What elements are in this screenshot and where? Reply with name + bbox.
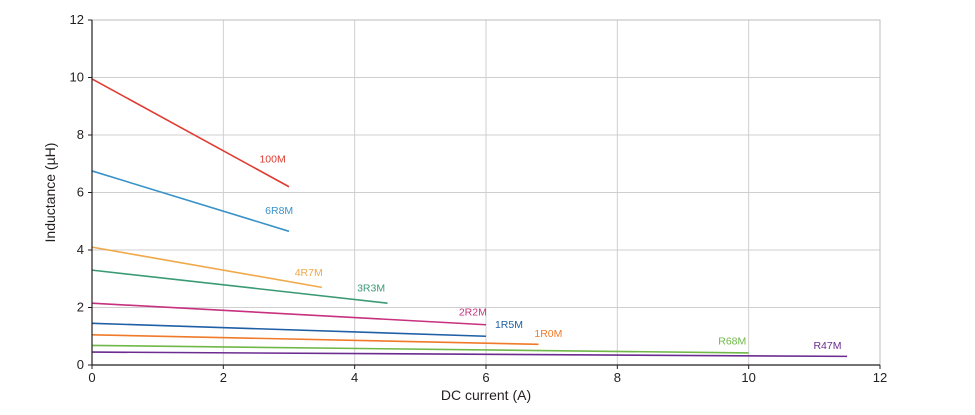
axes: [88, 19, 881, 369]
series-label-r47m: R47M: [813, 340, 841, 352]
series-labels: 100M 6R8M 4R7M 3R3M 2R2M 1R5M 1R0M R68M R47M: [259, 153, 841, 352]
series-label-2r2m: 2R2M: [459, 307, 487, 319]
y-tick-label: 8: [77, 127, 84, 142]
tick-labels: 0 2 4 6 8 10 12 0 2 4 6 8 10 12: [70, 12, 888, 385]
y-tick-label: 12: [70, 12, 84, 27]
y-tick-label: 2: [77, 300, 84, 315]
series-line-3r3m: [91, 269, 388, 304]
x-axis-title: DC current (A): [441, 387, 531, 403]
series-line-100m: [91, 78, 290, 188]
y-axis-title: Inductance (µH): [42, 143, 58, 243]
x-tick-label: 8: [614, 370, 621, 385]
series-line-1r0m: [91, 334, 539, 346]
x-tick-label: 12: [873, 370, 887, 385]
series-line-4r7m: [91, 246, 322, 289]
series-label-1r0m: 1R0M: [534, 328, 562, 340]
x-tick-label: 2: [220, 370, 227, 385]
series-label-100m: 100M: [259, 153, 285, 165]
x-tick-label: 10: [741, 370, 755, 385]
series-label-1r5m: 1R5M: [495, 319, 523, 331]
x-tick-label: 4: [351, 370, 358, 385]
x-tick-label: 6: [482, 370, 489, 385]
x-tick-label: 0: [88, 370, 95, 385]
series-line-1r5m: [91, 322, 487, 338]
series-label-4r7m: 4R7M: [295, 267, 323, 279]
y-tick-label: 4: [77, 242, 84, 257]
series-line-6r8m: [91, 170, 290, 233]
series-label-3r3m: 3R3M: [357, 283, 385, 295]
series-line-2r2m: [91, 302, 487, 326]
grid: [92, 20, 880, 365]
y-tick-label: 6: [77, 185, 84, 200]
series-label-6r8m: 6R8M: [265, 205, 293, 217]
series-lines: [91, 78, 848, 358]
y-tick-label: 10: [70, 70, 84, 85]
series-line-r68m: [91, 344, 749, 354]
y-tick-label: 0: [77, 357, 84, 372]
series-label-r68m: R68M: [718, 335, 746, 347]
series-line-r47m: [91, 351, 848, 358]
